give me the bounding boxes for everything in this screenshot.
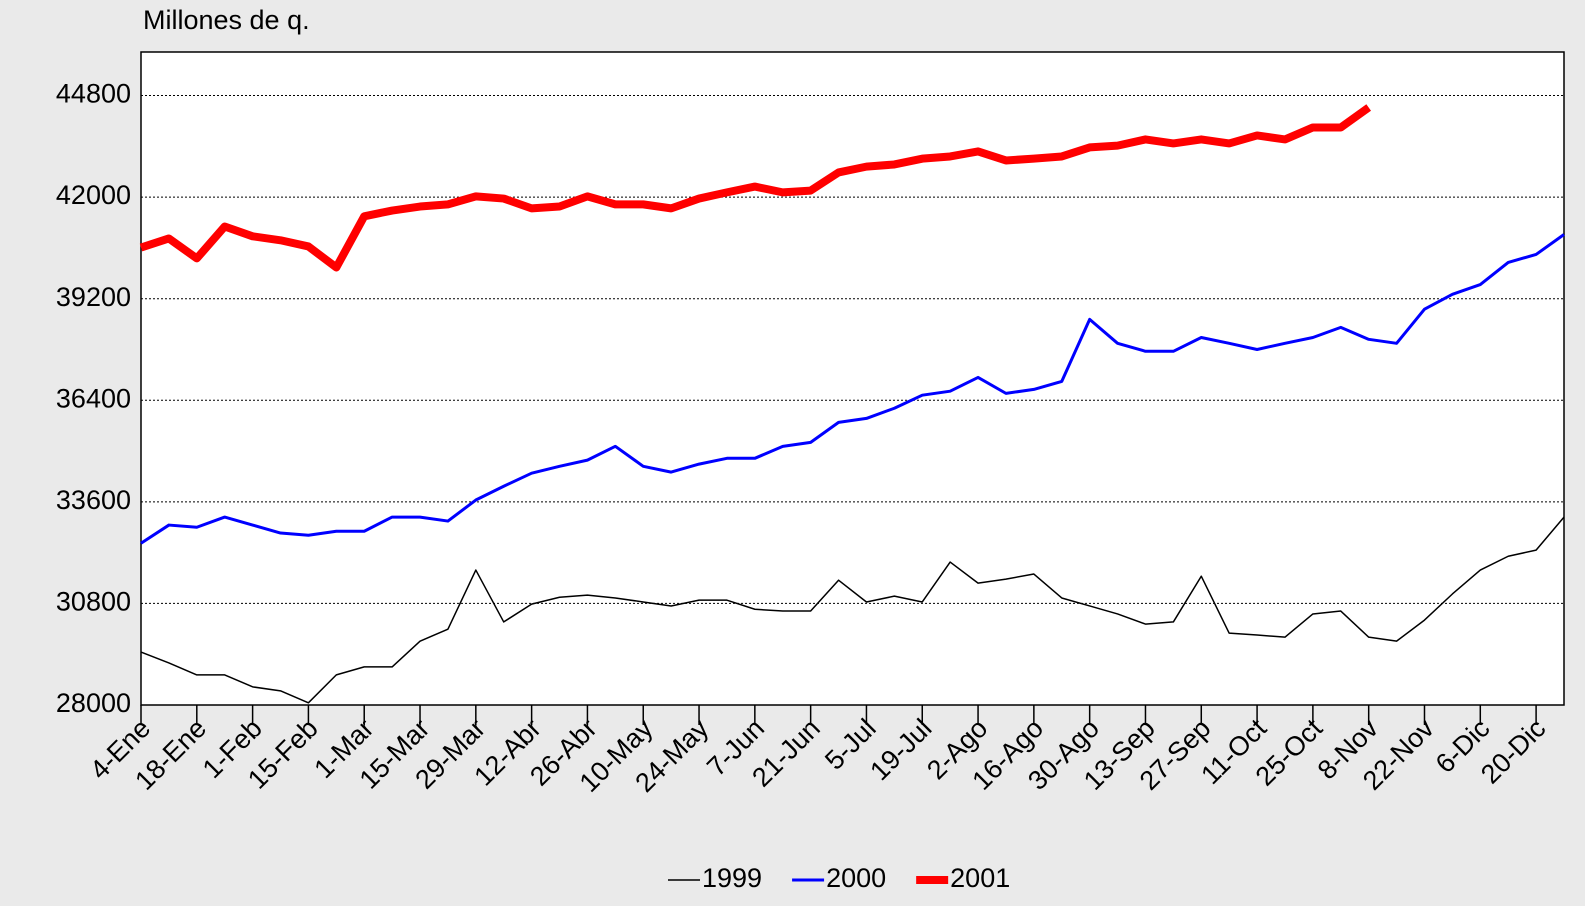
y-tick-label: 36400 <box>56 383 131 413</box>
series-line <box>139 104 1372 272</box>
x-tick-label: 19-Jul <box>864 713 937 786</box>
legend-label: 2001 <box>950 863 1010 893</box>
y-tick-label: 39200 <box>56 282 131 312</box>
legend-label: 2000 <box>826 863 886 893</box>
y-tick-label: 28000 <box>56 688 131 718</box>
x-tick-label: 20-Dic <box>1475 713 1551 789</box>
series-line <box>140 233 1565 545</box>
plot-border <box>140 51 1565 706</box>
y-tick-label: 30800 <box>56 587 131 617</box>
y-axis-label: Millones de q. <box>143 5 310 35</box>
series-line <box>140 516 1565 704</box>
legend-label: 1999 <box>702 863 762 893</box>
y-tick-label: 33600 <box>56 485 131 515</box>
plot-area <box>141 52 1564 705</box>
y-tick-label: 44800 <box>56 79 131 109</box>
y-tick-label: 42000 <box>56 180 131 210</box>
